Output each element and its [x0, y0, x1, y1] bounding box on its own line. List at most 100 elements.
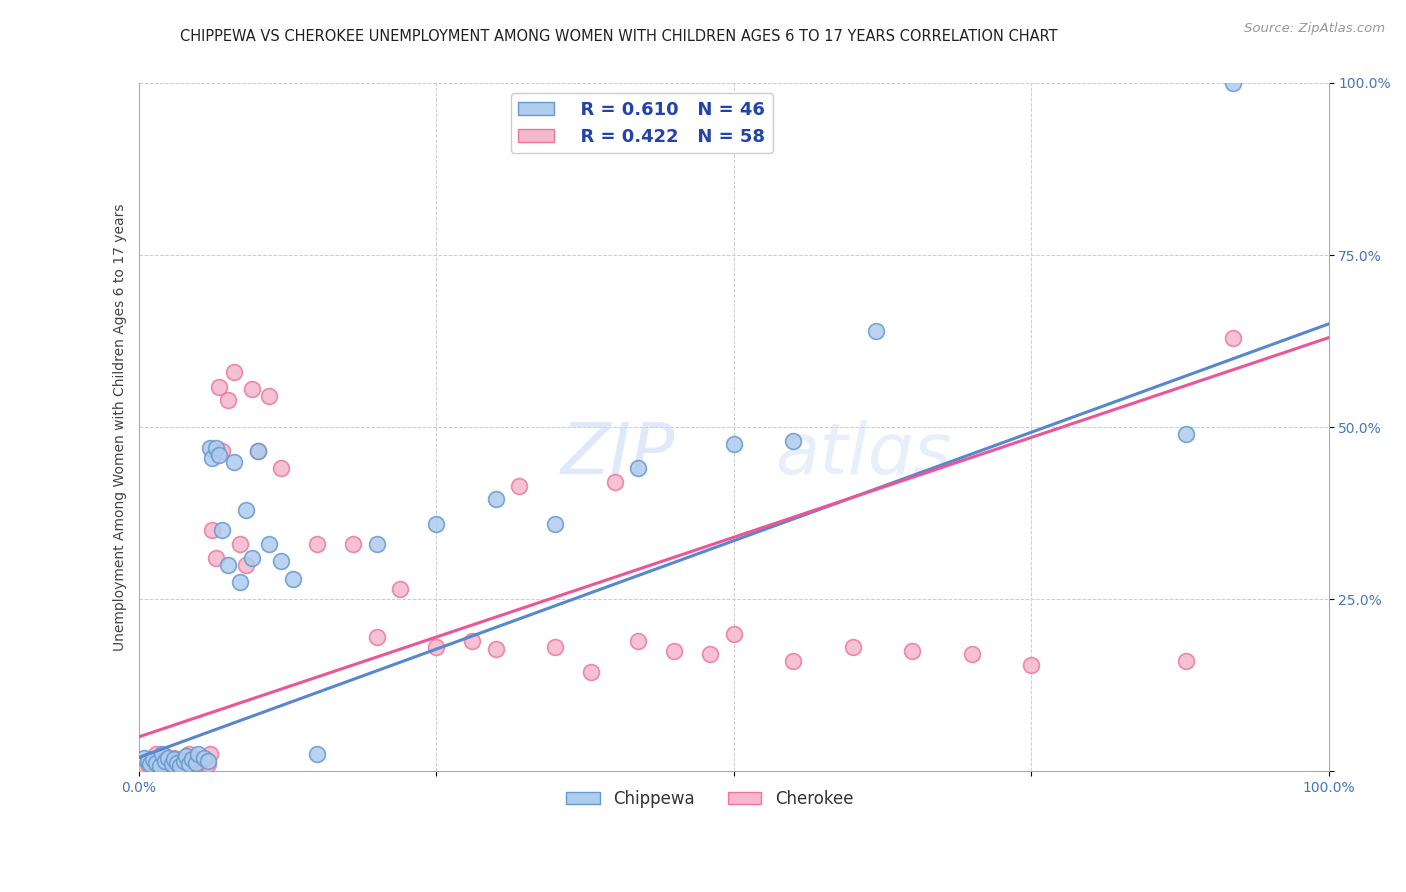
Point [865, 324, 887, 338]
Point [484, 492, 506, 507]
Point [208, 448, 231, 462]
Point [166, 756, 188, 771]
Point [131, 756, 153, 771]
Point [305, 537, 328, 551]
Point [246, 444, 269, 458]
Point [662, 644, 685, 658]
Point [136, 757, 159, 772]
Point [153, 749, 176, 764]
Point [181, 752, 204, 766]
Point [142, 756, 165, 771]
Point [1019, 657, 1042, 672]
Point [246, 444, 269, 458]
Point [205, 441, 228, 455]
Point [627, 461, 650, 475]
Point [145, 747, 167, 761]
Point [579, 665, 602, 679]
Point [222, 365, 245, 379]
Point [174, 756, 197, 771]
Point [187, 747, 209, 761]
Point [461, 633, 484, 648]
Point [723, 437, 745, 451]
Point [841, 640, 863, 655]
Point [163, 752, 186, 766]
Point [173, 752, 195, 766]
Point [425, 640, 447, 655]
Point [160, 757, 183, 772]
Point [157, 750, 180, 764]
Point [205, 551, 228, 566]
Point [135, 754, 157, 768]
Point [149, 759, 172, 773]
Point [627, 633, 650, 648]
Point [782, 654, 804, 668]
Point [169, 757, 191, 772]
Point [174, 749, 197, 764]
Point [259, 537, 281, 551]
Point [259, 389, 281, 403]
Point [235, 502, 257, 516]
Point [197, 757, 219, 772]
Point [184, 750, 207, 764]
Point [149, 752, 172, 766]
Point [181, 754, 204, 768]
Point [139, 757, 162, 772]
Text: atlɑs: atlɑs [775, 420, 952, 489]
Point [342, 537, 364, 551]
Point [270, 461, 292, 475]
Point [1174, 654, 1197, 668]
Point [222, 454, 245, 468]
Point [425, 516, 447, 531]
Point [163, 750, 186, 764]
Point [1222, 331, 1244, 345]
Text: ZIP: ZIP [561, 420, 675, 489]
Point [901, 644, 924, 658]
Point [150, 756, 173, 771]
Point [211, 524, 233, 538]
Point [187, 756, 209, 771]
Point [201, 524, 224, 538]
Point [366, 537, 388, 551]
Point [1222, 76, 1244, 90]
Point [283, 572, 305, 586]
Point [136, 754, 159, 768]
Point [198, 441, 221, 455]
Legend: Chippewa, Cherokee: Chippewa, Cherokee [560, 783, 860, 814]
Point [544, 516, 567, 531]
Point [193, 752, 215, 766]
Point [150, 747, 173, 761]
Point [603, 475, 626, 490]
Point [208, 380, 231, 394]
Text: CHIPPEWA VS CHEROKEE UNEMPLOYMENT AMONG WOMEN WITH CHILDREN AGES 6 TO 17 YEARS C: CHIPPEWA VS CHEROKEE UNEMPLOYMENT AMONG … [180, 29, 1057, 44]
Point [228, 537, 250, 551]
Point [177, 747, 200, 761]
Point [217, 558, 239, 572]
Point [782, 434, 804, 448]
Point [484, 641, 506, 656]
Point [235, 558, 257, 572]
Point [270, 554, 292, 568]
Point [153, 754, 176, 768]
Point [198, 747, 221, 761]
Point [134, 750, 156, 764]
Point [544, 640, 567, 655]
Point [960, 648, 983, 662]
Point [142, 752, 165, 766]
Point [211, 444, 233, 458]
Point [157, 754, 180, 768]
Point [177, 757, 200, 772]
Point [723, 626, 745, 640]
Point [160, 757, 183, 772]
Point [201, 451, 224, 466]
Point [508, 478, 530, 492]
Point [240, 551, 263, 566]
Point [166, 754, 188, 768]
Point [366, 630, 388, 644]
Point [228, 575, 250, 590]
Point [197, 754, 219, 768]
Text: Source: ZipAtlas.com: Source: ZipAtlas.com [1244, 22, 1385, 36]
Point [193, 750, 215, 764]
Point [240, 382, 263, 396]
Point [184, 756, 207, 771]
Point [305, 747, 328, 761]
